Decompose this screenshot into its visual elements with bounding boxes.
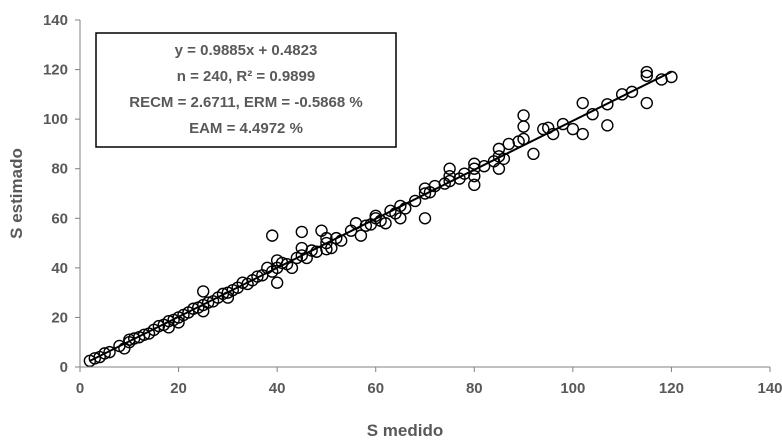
- data-point: [492, 142, 506, 156]
- x-tick-label: 120: [659, 380, 684, 397]
- data-points: [83, 65, 678, 368]
- recm-erm: RECM = 2.6711, ERM = -0.5868 %: [129, 94, 362, 111]
- data-point: [251, 270, 264, 283]
- x-tick-label: 40: [269, 380, 286, 397]
- y-axis-title: S estimado: [7, 148, 26, 239]
- data-point: [359, 219, 373, 232]
- regression-equation: y = 0.9885x + 0.4823: [175, 42, 318, 59]
- data-point: [586, 107, 599, 121]
- data-point: [665, 70, 678, 84]
- y-tick-label: 120: [43, 62, 68, 79]
- x-tick-label: 100: [560, 380, 585, 397]
- data-point: [468, 178, 481, 192]
- data-point: [492, 162, 506, 175]
- data-point: [305, 244, 318, 257]
- y-tick-label: 0: [60, 359, 68, 376]
- data-point: [325, 241, 338, 255]
- x-tick-label: 60: [367, 380, 384, 397]
- data-point: [295, 225, 308, 239]
- data-point: [285, 261, 299, 275]
- data-point: [399, 202, 412, 215]
- data-point: [379, 217, 392, 230]
- stats-box-border: [95, 32, 397, 148]
- data-point: [556, 117, 570, 131]
- data-point: [197, 285, 210, 298]
- x-tick-label: 80: [466, 380, 483, 397]
- data-point: [152, 319, 166, 333]
- data-point: [640, 69, 653, 82]
- data-point: [640, 96, 653, 110]
- data-point: [137, 328, 151, 341]
- tick-labels: 0 20 40 60 80 100 120 140 0 20 40 60 80 100 120 140: [43, 12, 782, 397]
- data-point: [546, 127, 560, 141]
- y-tick-label: 140: [43, 12, 68, 29]
- data-point: [517, 109, 530, 122]
- data-point: [468, 169, 481, 183]
- y-tick-label: 80: [51, 161, 68, 178]
- data-point: [517, 120, 530, 133]
- eam: EAM = 4.4972 %: [189, 120, 303, 137]
- data-point: [625, 85, 639, 99]
- data-point: [566, 122, 580, 136]
- data-point: [98, 347, 111, 360]
- sample-size-r2: n = 240, R² = 0.9899: [177, 68, 315, 85]
- x-tick-label: 140: [757, 380, 782, 397]
- data-point: [275, 256, 289, 270]
- data-point: [497, 152, 511, 166]
- y-tick-label: 100: [43, 111, 68, 128]
- data-point: [418, 212, 432, 225]
- data-point: [408, 194, 422, 208]
- data-point: [335, 234, 348, 247]
- y-tick-label: 20: [51, 309, 68, 326]
- data-point: [576, 127, 589, 141]
- data-point: [477, 160, 491, 173]
- data-point: [443, 162, 456, 175]
- y-tick-label: 60: [51, 210, 68, 227]
- data-point: [640, 65, 653, 79]
- data-point: [418, 187, 432, 200]
- data-point: [354, 229, 368, 242]
- data-point: [88, 352, 101, 365]
- data-point: [320, 243, 333, 256]
- x-tick-label: 20: [170, 380, 187, 397]
- data-point: [517, 132, 530, 146]
- regression-stats-box: y = 0.9885x + 0.4823 n = 240, R² = 0.989…: [95, 32, 397, 148]
- axes: [75, 19, 771, 372]
- data-point: [270, 276, 284, 289]
- data-point: [576, 96, 589, 110]
- data-point: [527, 147, 540, 161]
- x-axis-title: S medido: [367, 421, 444, 440]
- data-point: [266, 229, 279, 242]
- data-point: [537, 122, 550, 136]
- y-tick-label: 40: [51, 260, 68, 277]
- data-point: [201, 296, 215, 309]
- data-point: [394, 212, 407, 225]
- data-point: [601, 98, 614, 111]
- data-point: [601, 119, 614, 132]
- data-point: [103, 345, 116, 359]
- x-tick-label: 0: [76, 380, 84, 397]
